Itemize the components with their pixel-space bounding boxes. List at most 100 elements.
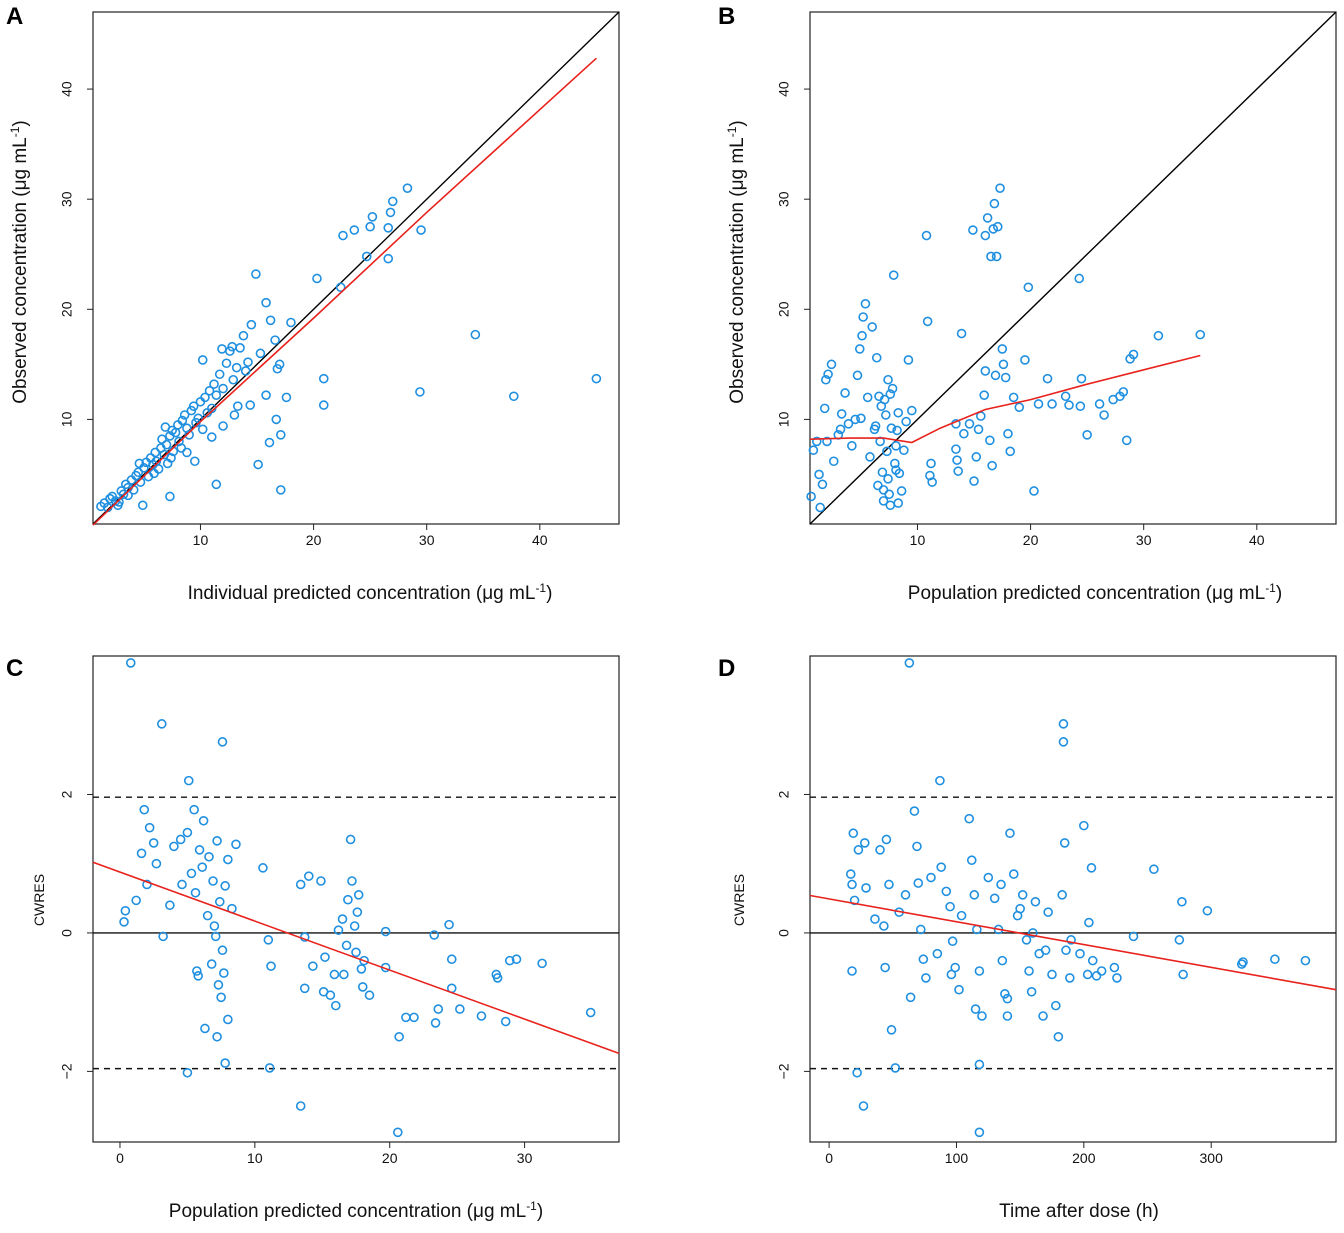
data-point-b-66 <box>980 230 991 241</box>
y-tick-label-b-0: 10 <box>776 411 792 427</box>
data-point-b-18 <box>854 344 865 354</box>
data-point-a-58 <box>231 362 242 373</box>
data-point-c-69 <box>380 926 391 937</box>
data-point-c-41 <box>182 1067 193 1078</box>
data-point-a-106 <box>271 414 282 425</box>
data-point-a-74 <box>361 251 372 262</box>
data-point-b-21 <box>860 298 871 309</box>
data-point-a-66 <box>265 315 276 326</box>
data-point-c-98 <box>357 982 368 992</box>
data-point-b-35 <box>884 489 894 500</box>
data-point-b-63 <box>971 452 982 462</box>
data-point-a-55 <box>221 358 232 369</box>
data-point-a-108 <box>190 456 200 467</box>
data-point-b-105 <box>822 436 832 447</box>
data-point-d-94 <box>932 948 943 959</box>
data-point-b-100 <box>1121 435 1132 446</box>
data-point-a-91 <box>232 401 243 411</box>
data-point-d-9 <box>849 895 860 906</box>
data-point-b-16 <box>850 414 861 425</box>
data-point-d-33 <box>954 984 964 995</box>
data-point-c-95 <box>330 1000 341 1011</box>
data-point-d-60 <box>1057 890 1067 900</box>
data-point-c-15 <box>175 834 186 845</box>
data-point-a-62 <box>246 319 257 330</box>
data-point-c-23 <box>212 836 222 846</box>
data-point-c-57 <box>333 925 344 935</box>
data-point-a-69 <box>286 317 296 328</box>
data-point-c-26 <box>220 881 230 891</box>
data-point-a-86 <box>264 437 275 448</box>
data-point-b-48 <box>903 355 914 365</box>
data-point-a-87 <box>275 485 286 495</box>
data-point-a-93 <box>318 400 329 410</box>
data-point-b-58 <box>956 328 967 339</box>
y-tick-label-c-1: 0 <box>59 929 75 937</box>
data-point-a-3 <box>105 493 115 504</box>
x-tick-label-a-3: 40 <box>532 532 548 548</box>
data-point-d-83 <box>861 883 871 893</box>
y-tick-label-b-2: 30 <box>776 191 792 207</box>
data-point-c-76 <box>433 1004 444 1014</box>
data-point-d-58 <box>1051 1000 1061 1011</box>
data-point-a-104 <box>227 341 237 352</box>
data-point-b-117 <box>980 366 991 376</box>
data-point-c-65 <box>353 890 364 900</box>
data-point-b-95 <box>1094 399 1105 409</box>
data-point-d-32 <box>950 962 960 973</box>
data-point-c-86 <box>511 954 522 965</box>
data-point-b-40 <box>890 458 900 469</box>
data-point-b-62 <box>969 476 979 486</box>
data-point-b-78 <box>1000 372 1011 383</box>
data-point-b-43 <box>893 407 904 418</box>
data-point-d-3 <box>935 775 945 786</box>
data-point-d-69 <box>1087 955 1098 966</box>
data-point-a-109 <box>182 447 192 458</box>
data-point-d-98 <box>946 969 957 980</box>
data-point-b-4 <box>815 502 825 513</box>
data-point-b-81 <box>1008 392 1019 403</box>
data-point-d-1 <box>1058 719 1069 729</box>
data-point-a-49 <box>204 385 215 396</box>
data-point-c-91 <box>202 910 213 921</box>
data-point-d-71 <box>1109 962 1120 973</box>
y-tick-label-a-0: 10 <box>59 411 75 427</box>
data-point-d-44 <box>997 955 1008 966</box>
data-point-c-20 <box>198 815 209 826</box>
data-point-b-108 <box>870 421 881 431</box>
data-point-d-6 <box>859 838 870 848</box>
data-point-b-116 <box>907 405 917 416</box>
data-point-c-25 <box>217 945 228 956</box>
data-point-b-37 <box>886 423 897 434</box>
data-point-a-59 <box>235 343 245 353</box>
data-point-a-77 <box>383 253 394 264</box>
data-point-c-40 <box>220 1058 230 1068</box>
data-point-a-101 <box>229 410 240 420</box>
trend-line-b <box>809 354 1201 444</box>
y-tick-label-c-0: −2 <box>59 1063 75 1079</box>
data-point-a-64 <box>255 348 266 359</box>
data-point-a-67 <box>270 335 280 345</box>
data-point-c-38 <box>223 1014 233 1025</box>
data-point-c-30 <box>192 966 202 976</box>
data-point-b-107 <box>856 413 866 424</box>
data-point-c-92 <box>209 921 220 931</box>
y-tick-label-a-3: 40 <box>59 81 75 97</box>
data-point-b-119 <box>973 424 984 435</box>
panel-letter-a: A <box>6 3 23 30</box>
data-point-c-16 <box>182 827 193 838</box>
data-point-c-52 <box>308 961 318 971</box>
reference-lines-b <box>809 11 1337 525</box>
data-point-a-112 <box>149 468 159 479</box>
data-point-c-49 <box>303 871 314 881</box>
trend-line-path-d <box>809 894 1337 991</box>
data-point-a-78 <box>383 223 394 233</box>
data-point-d-17 <box>890 1063 901 1073</box>
x-tick-label-c-0: 0 <box>116 1150 124 1166</box>
data-point-d-11 <box>875 845 885 855</box>
panel-letter-d: D <box>718 655 735 682</box>
data-point-d-56 <box>1043 907 1053 917</box>
data-point-b-55 <box>951 444 961 454</box>
data-point-b-47 <box>901 416 911 427</box>
